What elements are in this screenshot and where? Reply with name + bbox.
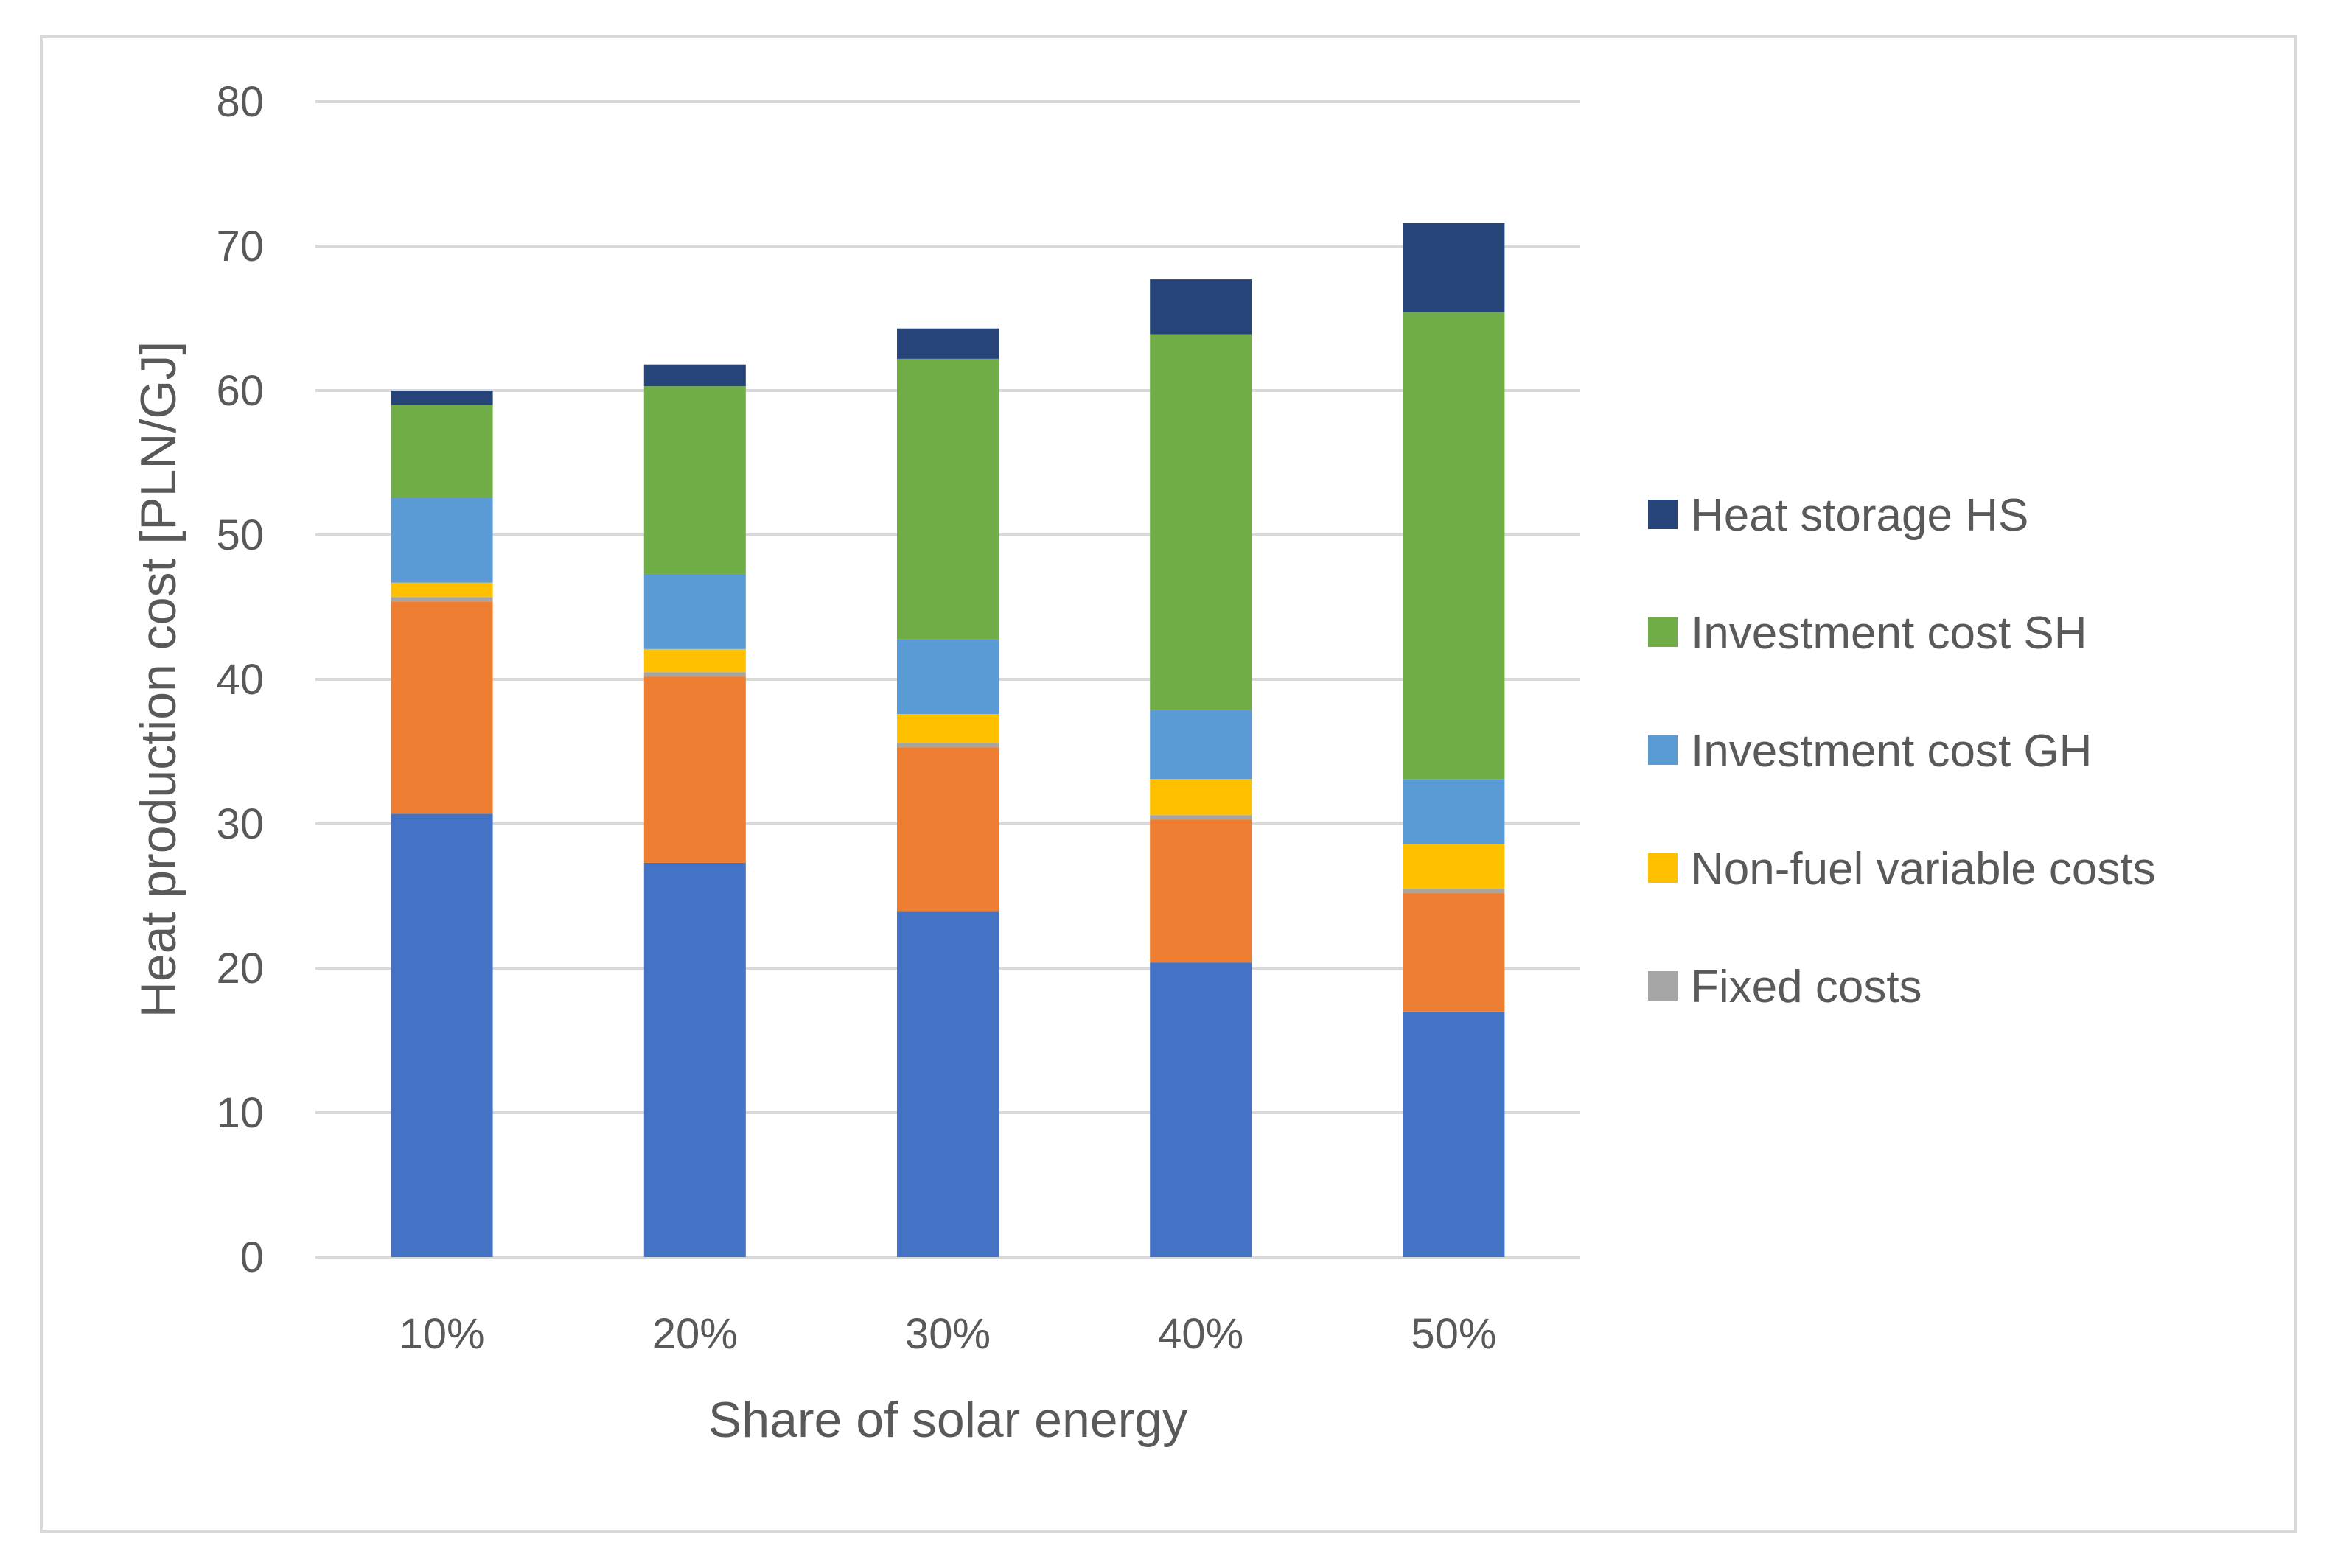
x-tick-label: 20% bbox=[652, 1310, 738, 1358]
bar-segment-heat-storage-hs-30pct bbox=[897, 328, 999, 359]
y-tick-label: 70 bbox=[216, 223, 264, 270]
bar-segment-fuel-costs-20pct bbox=[643, 862, 746, 1257]
legend-swatch bbox=[1648, 617, 1678, 647]
legend-swatch bbox=[1648, 971, 1678, 1001]
y-axis-ticks: 0 10 20 30 40 50 60 70 80 bbox=[216, 78, 264, 1281]
legend-label: Investment cost GH bbox=[1691, 726, 2092, 777]
bar-segment-investment-cost-gh-40pct bbox=[1150, 710, 1252, 780]
bar-segment-electricity-costs-10pct bbox=[391, 601, 493, 814]
x-tick-label: 50% bbox=[1411, 1310, 1496, 1358]
bar-segment-fixed-costs-30pct bbox=[897, 743, 999, 748]
y-tick-label: 50 bbox=[216, 511, 264, 559]
bar-segment-fixed-costs-20pct bbox=[643, 672, 746, 677]
bar-segment-non-fuel-variable-costs-40pct bbox=[1150, 779, 1252, 816]
bar-segment-non-fuel-variable-costs-20pct bbox=[643, 648, 746, 673]
x-axis-title: Share of solar energy bbox=[708, 1392, 1187, 1448]
bar-segment-electricity-costs-20pct bbox=[643, 676, 746, 863]
bar-segment-electricity-costs-50pct bbox=[1403, 893, 1505, 1012]
bar-segment-fixed-costs-40pct bbox=[1150, 815, 1252, 820]
y-tick-label: 80 bbox=[216, 78, 264, 126]
bar-segment-investment-cost-sh-40pct bbox=[1150, 334, 1252, 710]
legend-label: Investment cost SH bbox=[1691, 608, 2087, 659]
y-tick-label: 10 bbox=[216, 1089, 264, 1137]
bar-segment-electricity-costs-40pct bbox=[1150, 819, 1252, 963]
bar-segment-investment-cost-gh-10pct bbox=[391, 497, 493, 583]
bar-segment-fixed-costs-50pct bbox=[1403, 889, 1505, 894]
x-tick-label: 10% bbox=[399, 1310, 485, 1358]
bar-segment-fuel-costs-10pct bbox=[391, 813, 493, 1257]
bar-segment-investment-cost-sh-10pct bbox=[391, 405, 493, 498]
x-tick-label: 30% bbox=[905, 1310, 991, 1358]
bar-segment-non-fuel-variable-costs-30pct bbox=[897, 714, 999, 743]
legend-swatch bbox=[1648, 500, 1678, 529]
bar-segment-non-fuel-variable-costs-10pct bbox=[391, 582, 493, 598]
y-tick-label: 40 bbox=[216, 656, 264, 704]
bar-segment-electricity-costs-30pct bbox=[897, 747, 999, 912]
bar-segment-fixed-costs-10pct bbox=[391, 597, 493, 602]
y-axis-title: Heat production cost [PLN/GJ] bbox=[130, 341, 186, 1018]
bar-segment-fuel-costs-30pct bbox=[897, 911, 999, 1257]
legend-swatch bbox=[1648, 853, 1678, 883]
bar-segment-heat-storage-hs-10pct bbox=[391, 391, 493, 405]
y-tick-label: 0 bbox=[240, 1233, 264, 1281]
bar-segment-investment-cost-sh-50pct bbox=[1403, 312, 1505, 780]
legend-swatch bbox=[1648, 735, 1678, 765]
legend-label: Heat storage HS bbox=[1691, 490, 2028, 541]
bar-segment-heat-storage-hs-40pct bbox=[1150, 279, 1252, 335]
bar-segment-investment-cost-gh-50pct bbox=[1403, 779, 1505, 844]
bar-segment-investment-cost-sh-20pct bbox=[643, 386, 746, 574]
bar-segment-investment-cost-gh-20pct bbox=[643, 573, 746, 649]
bars bbox=[391, 223, 1505, 1257]
bar-segment-investment-cost-sh-30pct bbox=[897, 358, 999, 640]
legend: Heat storage HS Investment cost SH Investm… bbox=[1648, 490, 2156, 1012]
y-tick-label: 60 bbox=[216, 367, 264, 415]
y-tick-label: 30 bbox=[216, 800, 264, 848]
bar-segment-heat-storage-hs-20pct bbox=[643, 364, 746, 387]
y-tick-label: 20 bbox=[216, 945, 264, 993]
legend-label: Fixed costs bbox=[1691, 962, 1922, 1012]
bar-segment-investment-cost-gh-30pct bbox=[897, 639, 999, 715]
bar-segment-non-fuel-variable-costs-50pct bbox=[1403, 844, 1505, 889]
bar-segment-heat-storage-hs-50pct bbox=[1403, 223, 1505, 313]
bar-segment-fuel-costs-40pct bbox=[1150, 962, 1252, 1257]
bar-segment-fuel-costs-50pct bbox=[1403, 1011, 1505, 1257]
x-tick-label: 40% bbox=[1158, 1310, 1243, 1358]
x-axis-ticks: 10% 20% 30% 40% 50% bbox=[399, 1310, 1497, 1358]
legend-label: Non-fuel variable costs bbox=[1691, 844, 2156, 895]
